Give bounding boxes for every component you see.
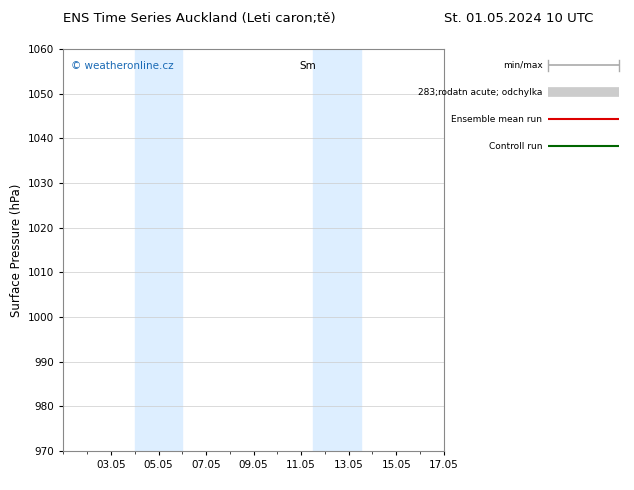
Bar — [313, 49, 361, 451]
Y-axis label: Surface Pressure (hPa): Surface Pressure (hPa) — [10, 183, 23, 317]
Text: Ensemble mean run: Ensemble mean run — [451, 115, 543, 123]
Bar — [134, 49, 183, 451]
Text: Controll run: Controll run — [489, 142, 543, 150]
Text: 283;rodatn acute; odchylka: 283;rodatn acute; odchylka — [418, 88, 543, 97]
Text: Sm: Sm — [299, 61, 316, 71]
Text: © weatheronline.cz: © weatheronline.cz — [71, 61, 174, 71]
Text: ENS Time Series Auckland (Leti caron;tě): ENS Time Series Auckland (Leti caron;tě) — [63, 12, 336, 25]
Text: min/max: min/max — [503, 61, 543, 70]
Text: St. 01.05.2024 10 UTC: St. 01.05.2024 10 UTC — [444, 12, 593, 25]
